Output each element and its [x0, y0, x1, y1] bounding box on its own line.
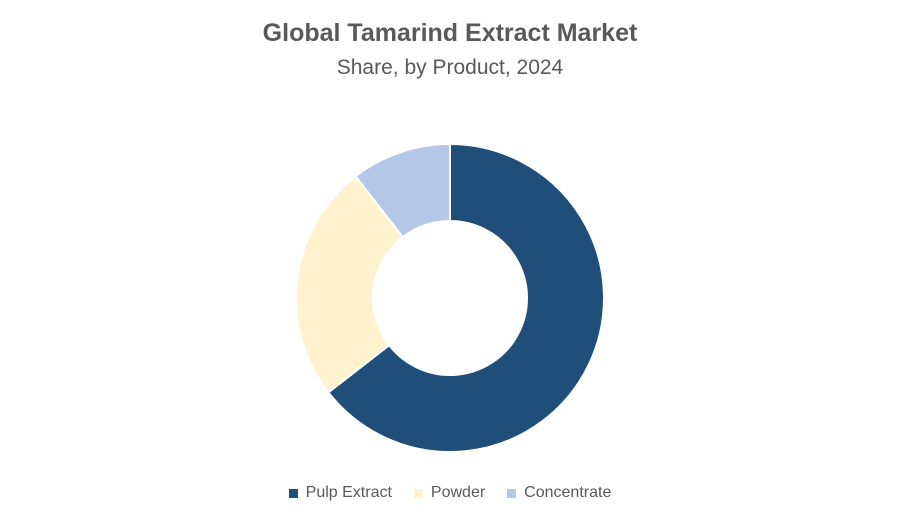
legend-swatch-powder: [413, 488, 423, 498]
chart-subtitle: Share, by Product, 2024: [336, 56, 564, 79]
legend-label-concentrate: Concentrate: [524, 484, 612, 501]
chart-legend: Pulp Extract Powder Concentrate: [0, 484, 900, 502]
chart-title: Global Tamarind Extract Market: [262, 19, 638, 47]
legend-label-powder: Powder: [430, 484, 486, 501]
donut-slice-pulp-extract: [326, 142, 605, 453]
donut-slice-powder: [295, 174, 405, 394]
legend-swatch-pulp-extract: [288, 488, 298, 498]
donut-slice-concentrate: [354, 142, 451, 239]
legend-item-pulp-extract: Pulp Extract: [288, 484, 392, 502]
legend-item-concentrate: Concentrate: [507, 484, 611, 502]
legend-label-pulp-extract: Pulp Extract: [305, 484, 392, 501]
legend-swatch-concentrate: [507, 488, 517, 498]
legend-item-powder: Powder: [413, 484, 486, 502]
